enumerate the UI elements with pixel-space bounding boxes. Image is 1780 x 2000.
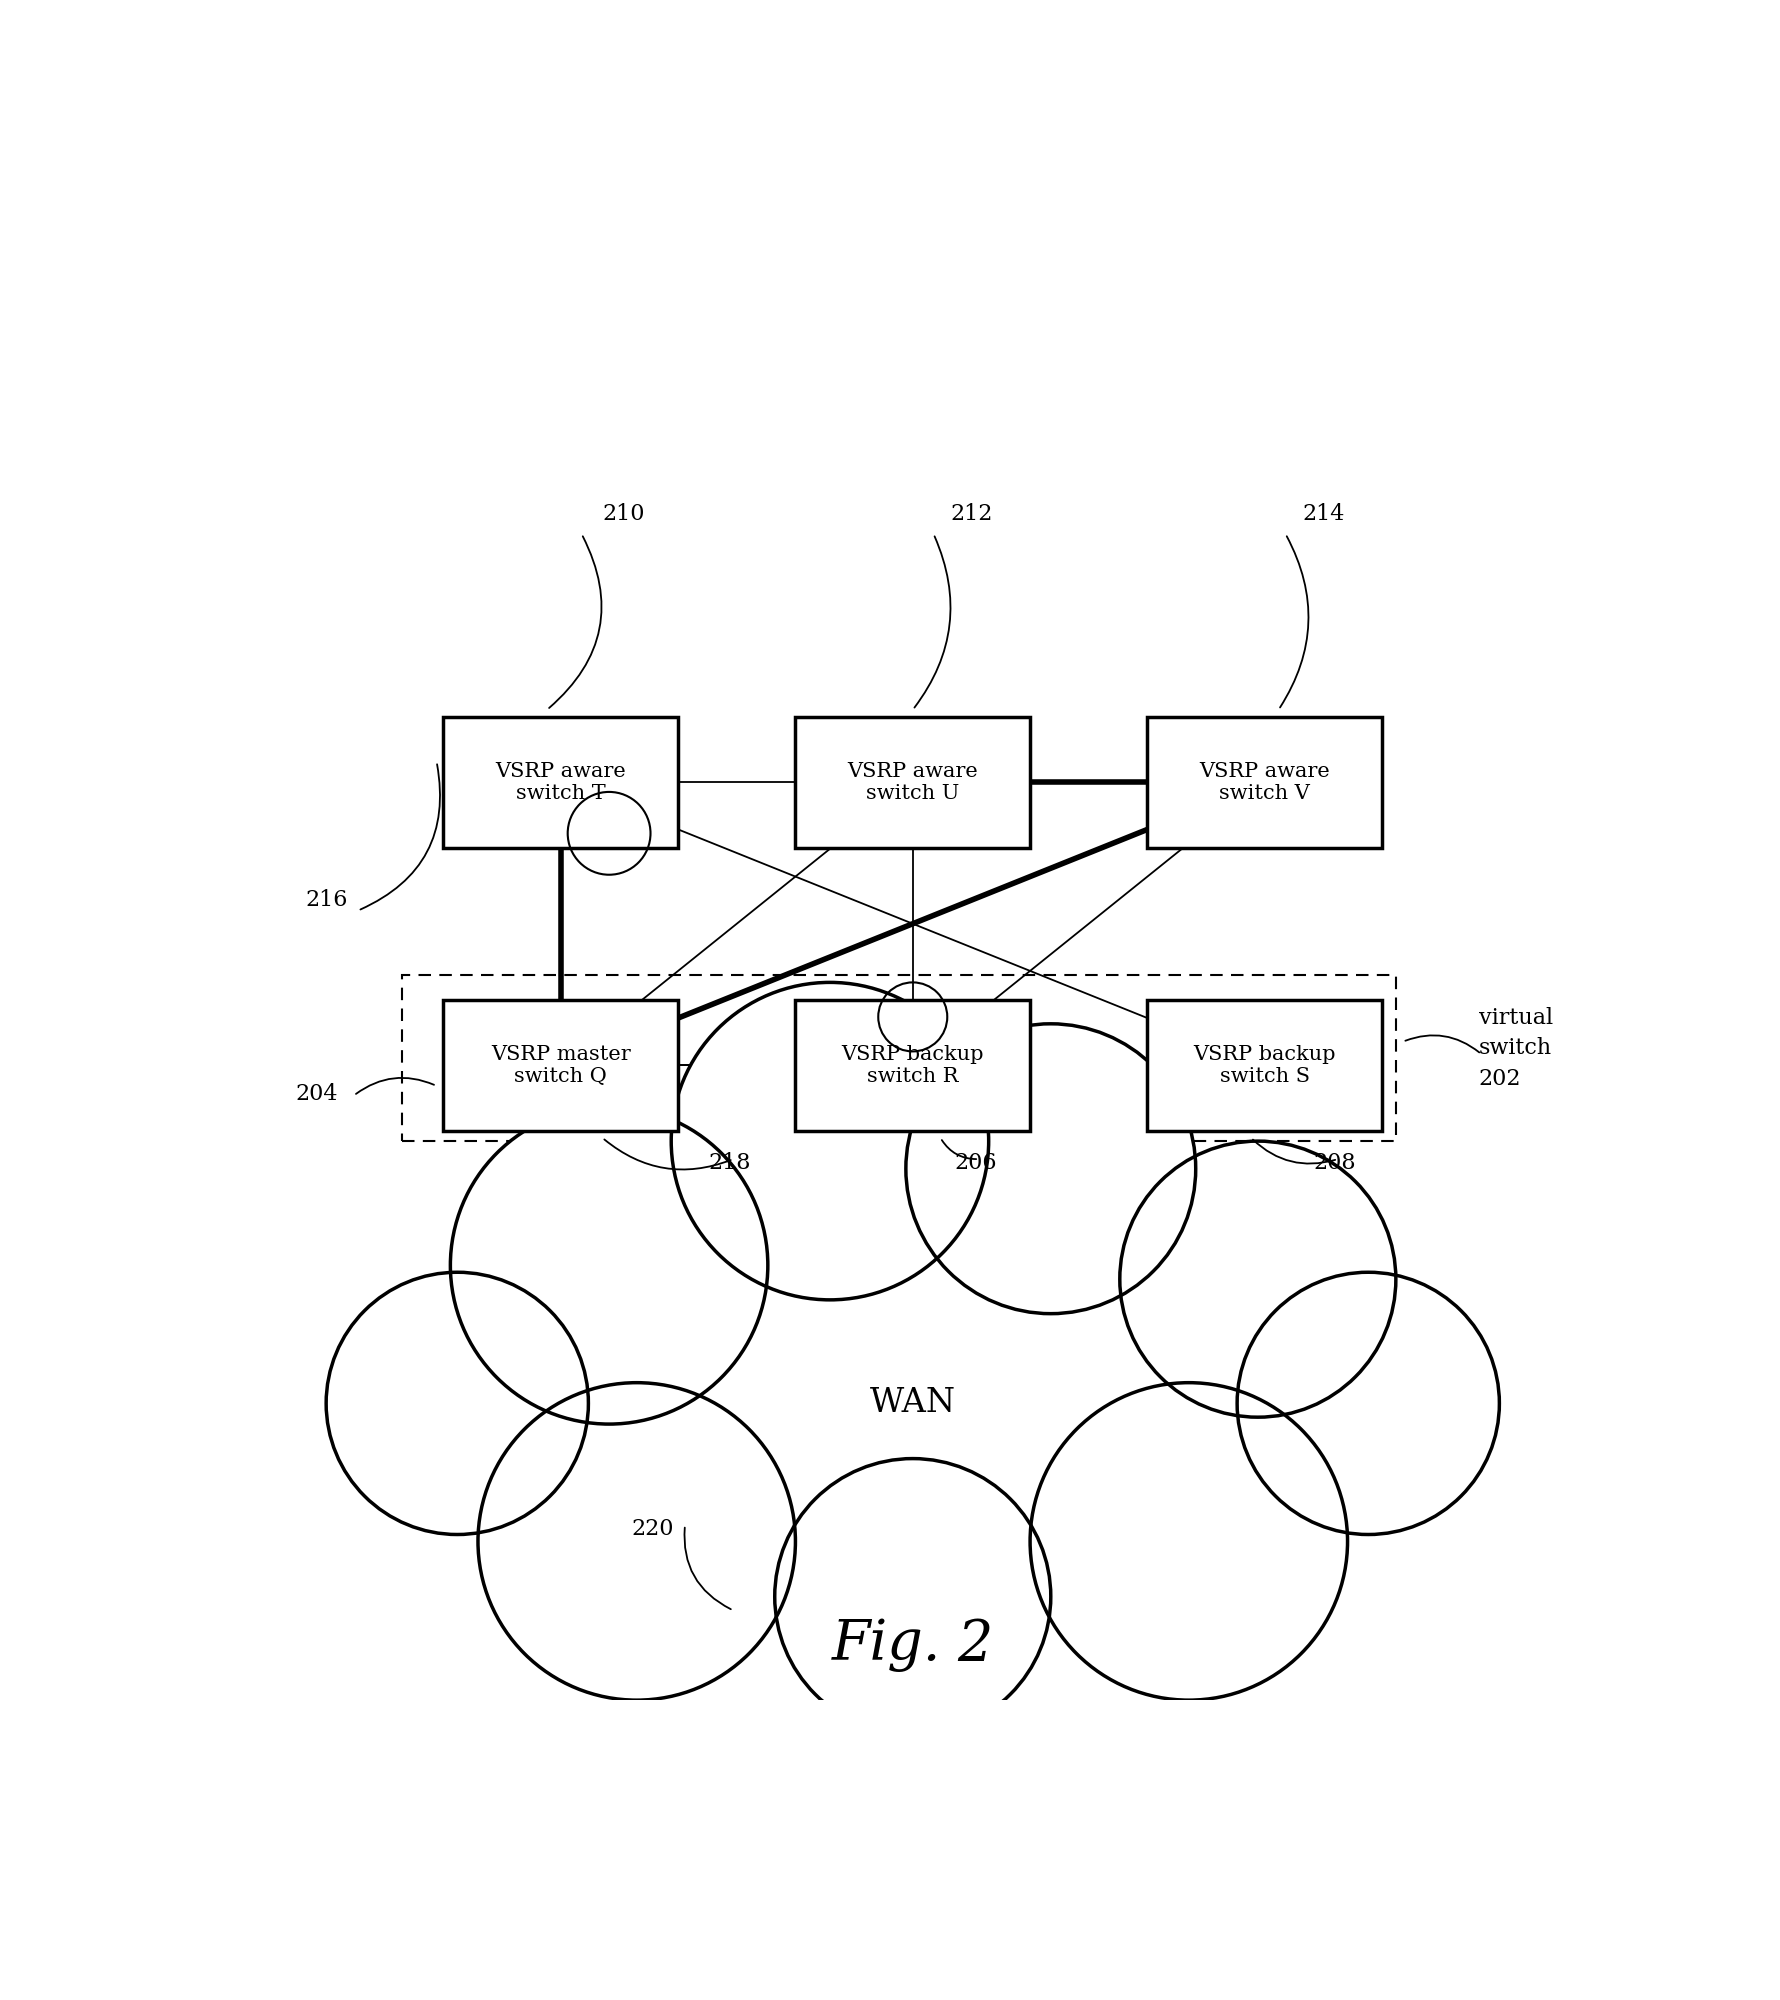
Text: VSRP aware
switch T: VSRP aware switch T — [495, 762, 627, 802]
Circle shape — [906, 1024, 1194, 1314]
FancyBboxPatch shape — [1146, 1000, 1381, 1130]
Polygon shape — [498, 1100, 1326, 1652]
Circle shape — [1029, 1382, 1347, 1700]
Text: 220: 220 — [630, 1518, 673, 1540]
Circle shape — [1237, 1272, 1499, 1534]
FancyBboxPatch shape — [796, 1000, 1029, 1130]
Circle shape — [477, 1382, 796, 1700]
Text: 210: 210 — [602, 504, 644, 526]
Text: 212: 212 — [949, 504, 991, 526]
FancyBboxPatch shape — [443, 1000, 678, 1130]
Circle shape — [671, 982, 988, 1300]
Text: VSRP aware
switch U: VSRP aware switch U — [847, 762, 977, 802]
Text: 214: 214 — [1301, 504, 1344, 526]
Text: WAN: WAN — [869, 1388, 956, 1420]
FancyBboxPatch shape — [443, 716, 678, 848]
Text: switch: switch — [1477, 1038, 1550, 1060]
Text: VSRP backup
switch R: VSRP backup switch R — [840, 1044, 984, 1086]
Circle shape — [1120, 1142, 1396, 1418]
Text: 202: 202 — [1477, 1068, 1520, 1090]
Text: VSRP aware
switch V: VSRP aware switch V — [1198, 762, 1330, 802]
Circle shape — [450, 1106, 767, 1424]
Circle shape — [774, 1458, 1050, 1734]
Bar — [402, 976, 1396, 1142]
Text: 218: 218 — [708, 1152, 751, 1174]
Text: 204: 204 — [295, 1082, 338, 1104]
Circle shape — [326, 1272, 587, 1534]
Text: VSRP master
switch Q: VSRP master switch Q — [491, 1044, 630, 1086]
FancyBboxPatch shape — [796, 716, 1029, 848]
Text: Fig. 2: Fig. 2 — [831, 1618, 993, 1672]
FancyBboxPatch shape — [1146, 716, 1381, 848]
Text: virtual: virtual — [1477, 1006, 1552, 1028]
Text: 208: 208 — [1312, 1152, 1355, 1174]
Text: 206: 206 — [954, 1152, 997, 1174]
Text: VSRP backup
switch S: VSRP backup switch S — [1193, 1044, 1335, 1086]
Text: 216: 216 — [306, 890, 347, 912]
